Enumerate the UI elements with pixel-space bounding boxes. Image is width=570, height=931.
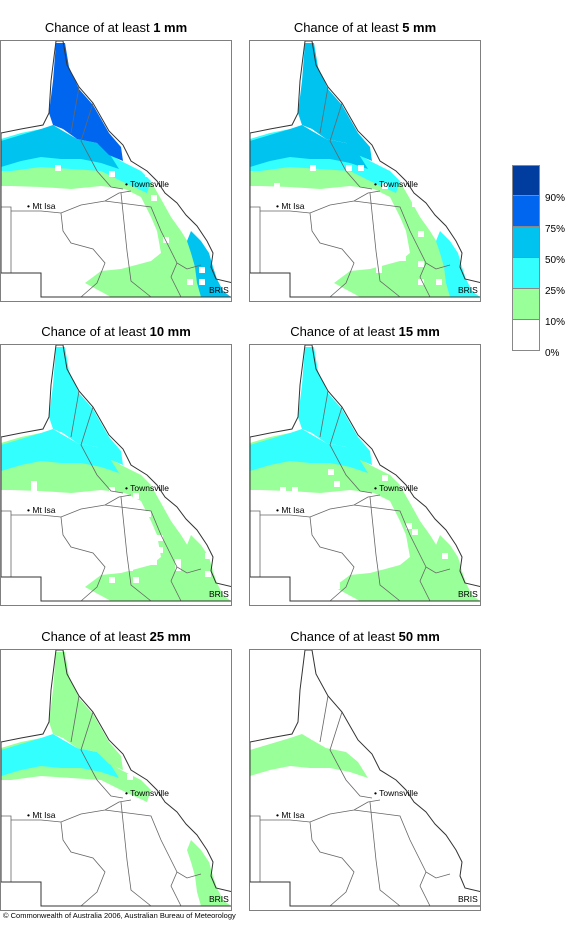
panel-title: Chance of at least 10 mm bbox=[41, 324, 191, 339]
label-townsville: • Townsville bbox=[125, 788, 169, 798]
label-brisbane: BRIS bbox=[458, 285, 478, 295]
label-mt-isa: • Mt Isa bbox=[27, 505, 56, 515]
rain-map: • Townsville • Mt Isa BRIS bbox=[249, 40, 481, 302]
rain-map: • Townsville • Mt Isa BRIS bbox=[249, 344, 481, 606]
panel-title: Chance of at least 15 mm bbox=[290, 324, 440, 339]
label-mt-isa: • Mt Isa bbox=[27, 201, 56, 211]
label-brisbane: BRIS bbox=[458, 589, 478, 599]
legend-label-50: 50% bbox=[545, 255, 566, 266]
map-panel-10mm: Chance of at least 10 mm • Townsville • M… bbox=[0, 324, 232, 626]
legend-swatch-75 bbox=[512, 196, 540, 227]
legend-label-25: 25% bbox=[545, 286, 566, 297]
legend-swatch-0 bbox=[512, 320, 540, 351]
label-brisbane: BRIS bbox=[209, 285, 229, 295]
legend-label-90: 90% bbox=[545, 193, 566, 204]
rain-map: • Townsville • Mt Isa BRIS bbox=[0, 40, 232, 302]
legend-swatch-90 bbox=[512, 165, 540, 196]
map-panel-5mm: Chance of at least 5 mm • Townsville • Mt… bbox=[249, 20, 481, 322]
label-brisbane: BRIS bbox=[458, 894, 478, 904]
legend-swatch-10 bbox=[512, 289, 540, 320]
label-brisbane: BRIS bbox=[209, 589, 229, 599]
rain-map: • Townsville • Mt Isa BRIS bbox=[0, 344, 232, 606]
panel-title: Chance of at least 5 mm bbox=[293, 20, 437, 35]
label-townsville: • Townsville bbox=[374, 483, 418, 493]
map-svg: • Townsville • Mt Isa BRIS bbox=[250, 41, 480, 301]
label-townsville: • Townsville bbox=[374, 179, 418, 189]
legend-swatch-25 bbox=[512, 258, 540, 289]
map-svg: • Townsville • Mt Isa BRIS bbox=[1, 41, 231, 301]
map-panel-15mm: Chance of at least 15 mm • Townsville • M… bbox=[249, 324, 481, 626]
legend-label-0: 0% bbox=[545, 348, 560, 359]
label-mt-isa: • Mt Isa bbox=[27, 810, 56, 820]
copyright-notice: © Commonwealth of Australia 2006, Austra… bbox=[3, 911, 236, 920]
panel-title: Chance of at least 25 mm bbox=[41, 629, 191, 644]
panel-title: Chance of at least 50 mm bbox=[290, 629, 440, 644]
legend-label-75: 75% bbox=[545, 224, 566, 235]
map-svg: • Townsville • Mt Isa BRIS bbox=[1, 345, 231, 605]
map-panel-50mm: Chance of at least 50 mm • Townsville • M… bbox=[249, 629, 481, 931]
map-svg: • Townsville • Mt Isa BRIS bbox=[1, 650, 231, 910]
label-brisbane: BRIS bbox=[209, 894, 229, 904]
map-panel-25mm: Chance of at least 25 mm • Townsville • M… bbox=[0, 629, 232, 931]
panel-title: Chance of at least 1 mm bbox=[44, 20, 188, 35]
rain-map: • Townsville • Mt Isa BRIS bbox=[249, 649, 481, 911]
label-mt-isa: • Mt Isa bbox=[276, 810, 305, 820]
legend-swatch-50 bbox=[512, 227, 540, 258]
label-mt-isa: • Mt Isa bbox=[276, 505, 305, 515]
probability-legend: 90% 75% 50% 25% 10% 0% bbox=[512, 165, 570, 359]
map-panel-1mm: Chance of at least 1 mm • Townsville • Mt… bbox=[0, 20, 232, 322]
legend-label-10: 10% bbox=[545, 317, 566, 328]
map-svg: • Townsville • Mt Isa BRIS bbox=[250, 650, 480, 910]
label-townsville: • Townsville bbox=[125, 179, 169, 189]
rain-map: • Townsville • Mt Isa BRIS bbox=[0, 649, 232, 911]
map-svg: • Townsville • Mt Isa BRIS bbox=[250, 345, 480, 605]
label-townsville: • Townsville bbox=[374, 788, 418, 798]
label-townsville: • Townsville bbox=[125, 483, 169, 493]
label-mt-isa: • Mt Isa bbox=[276, 201, 305, 211]
